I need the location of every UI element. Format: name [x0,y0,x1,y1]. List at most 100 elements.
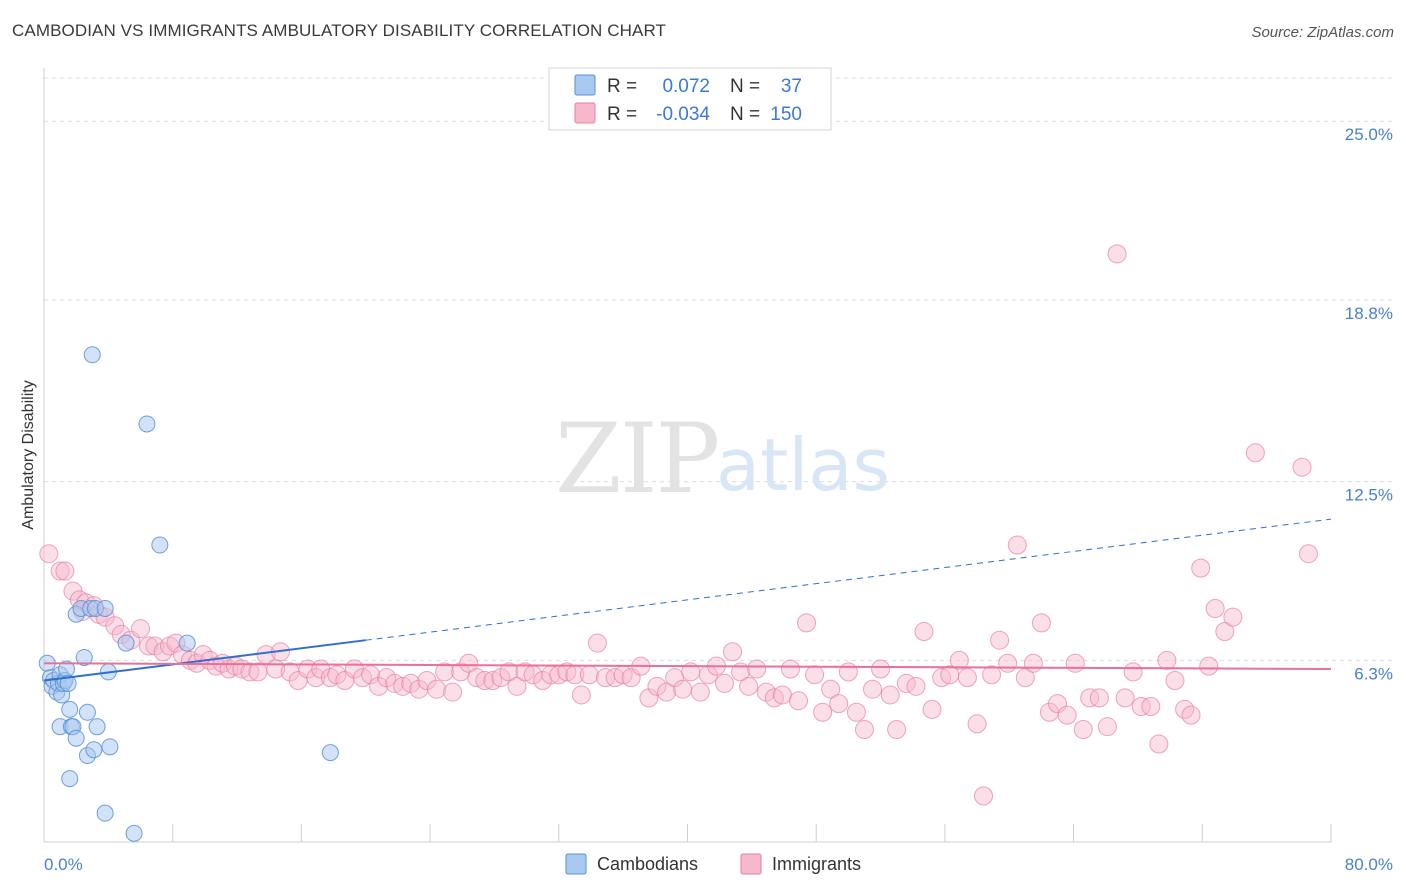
immigrants-point-149 [1245,443,1265,463]
cambodians-point-35 [151,536,169,554]
cambodians-point-32 [117,634,135,652]
immigrants-point-89 [731,662,751,682]
immigrants-point-61 [499,662,519,682]
immigrants-point-131 [1080,688,1100,708]
immigrants-point-150 [1292,457,1312,477]
watermark-zip: ZIP [555,403,718,515]
legend-swatch-pink [574,102,596,124]
immigrants-point-80 [657,682,677,702]
immigrants-points [39,244,1318,806]
cambodians-point-17 [67,729,85,747]
immigrants-point-111 [914,622,934,642]
immigrants-point-104 [854,720,874,740]
immigrants-point-88 [723,642,743,662]
legend-n-label-1: N = [730,76,760,97]
immigrants-point-62 [507,676,527,696]
immigrants-point-95 [780,659,800,679]
immigrants-point-101 [829,694,849,714]
x-tick-label-0: 0.0% [44,855,83,874]
immigrants-point-52 [427,679,447,699]
immigrants-point-94 [772,685,792,705]
immigrants-point-54 [443,682,463,702]
y-tick-labels: 6.3% 12.5% 18.8% 25.0% [1345,125,1393,683]
immigrants-trend [43,662,1332,671]
immigrants-point-137 [1131,696,1151,716]
cambodians-point-23 [78,703,96,721]
bottom-legend-cambodians: Cambodians [597,854,698,874]
immigrants-point-79 [647,676,667,696]
cambodians-point-11 [59,674,77,692]
bottom-legend-immigrants: Immigrants [772,854,861,874]
immigrants-point-140 [1157,650,1177,670]
immigrants-point-44 [361,665,381,685]
cambodians-point-29 [96,599,114,617]
immigrants-point-14 [139,636,159,656]
immigrants-point-112 [922,699,942,719]
immigrants-point-148 [1223,607,1243,627]
immigrants-point-105 [863,679,883,699]
immigrants-point-129 [1065,653,1085,673]
cambodians-point-13 [61,700,79,718]
legend-r-label-2: R = [607,104,637,125]
immigrants-point-13 [131,619,151,639]
axes [43,68,1332,843]
y-tick-label-2: 18.8% [1345,304,1393,323]
legend-r-value-1: 0.072 [662,76,710,97]
immigrants-point-56 [459,653,479,673]
cambodians-point-33 [125,824,143,842]
immigrants-point-132 [1089,688,1109,708]
source-label: Source: ZipAtlas.com [1251,24,1394,41]
x-tick-labels: 0.0% 80.0% [44,855,1393,874]
immigrants-point-103 [846,702,866,722]
cambodians-point-26 [83,346,101,364]
cambodians-point-34 [138,415,156,433]
immigrants-point-91 [747,659,767,679]
cambodians-point-16 [61,770,79,788]
immigrants-point-116 [957,668,977,688]
cambodians-point-28 [96,804,114,822]
cambodians-point-36 [178,634,196,652]
chart-title: CAMBODIAN VS IMMIGRANTS AMBULATORY DISAB… [12,21,667,40]
immigrants-point-70 [571,685,591,705]
immigrants-point-100 [821,679,841,699]
immigrants-point-78 [639,688,659,708]
trend-lines [43,518,1332,682]
y-axis-title: Ambulatory Disability [20,380,37,529]
bottom-legend-swatch-blue [565,853,587,875]
immigrants-point-53 [435,662,455,682]
immigrants-point-133 [1097,717,1117,737]
y-tick-label-1: 12.5% [1345,486,1393,505]
legend-r-value-2: -0.034 [656,104,710,125]
immigrants-point-0 [39,544,59,564]
immigrants-point-118 [974,786,994,806]
immigrants-point-151 [1298,544,1318,564]
immigrants-point-130 [1073,720,1093,740]
immigrants-point-82 [673,679,693,699]
cambodians-point-25 [88,718,106,736]
immigrants-point-98 [805,665,825,685]
immigrants-point-136 [1123,662,1143,682]
immigrants-point-72 [587,633,607,653]
immigrants-point-123 [1015,668,1035,688]
immigrants-point-145 [1199,656,1219,676]
cambodians-trend-dashed [365,518,1332,641]
immigrants-point-106 [871,659,891,679]
immigrants-point-128 [1057,705,1077,725]
x-tick-label-1: 80.0% [1345,855,1393,874]
legend-n-label-2: N = [730,104,760,125]
immigrants-point-110 [906,676,926,696]
immigrants-point-102 [838,662,858,682]
immigrants-point-124 [1023,653,1043,673]
immigrants-point-2 [55,561,75,581]
immigrants-point-115 [949,650,969,670]
immigrants-point-29 [240,662,260,682]
immigrants-point-117 [967,714,987,734]
immigrants-point-99 [813,702,833,722]
immigrants-point-143 [1181,705,1201,725]
immigrants-point-146 [1205,598,1225,618]
y-tick-label-0: 6.3% [1354,664,1393,683]
immigrants-point-87 [715,673,735,693]
immigrants-point-97 [797,613,817,633]
immigrants-point-121 [998,653,1018,673]
